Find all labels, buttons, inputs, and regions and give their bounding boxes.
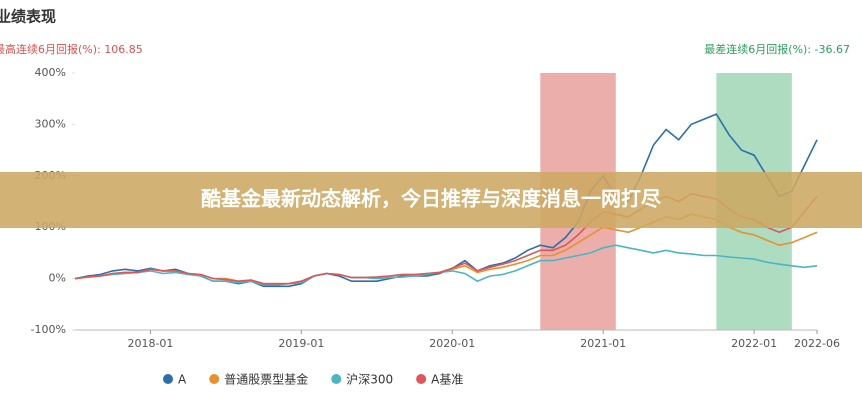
y-tick-label: 300%: [35, 117, 66, 130]
banner: [0, 172, 862, 228]
x-tick-label: 2019-01: [278, 337, 324, 350]
annotation: 最高连续6月回报(%): 106.85: [0, 42, 143, 56]
x-tick-label: 2021-01: [580, 337, 626, 350]
y-tick-label: 0%: [49, 272, 66, 285]
banner-text: 酷基金最新动态解析，今日推荐与深度消息一网打尽: [201, 187, 662, 211]
x-tick-label: 2020-01: [429, 337, 475, 350]
x-tick-label: 2022-06: [794, 337, 840, 350]
legend-label: 沪深300: [346, 373, 393, 387]
x-tick-label: 2018-01: [127, 337, 173, 350]
y-tick-label: 400%: [35, 66, 66, 79]
legend-label: A基准: [431, 373, 463, 387]
legend-marker: [331, 374, 342, 384]
legend-marker: [163, 374, 173, 384]
legend-marker: [416, 374, 427, 384]
line-series: [74, 244, 818, 286]
y-tick-label: -100%: [31, 323, 66, 336]
legend-label: A: [178, 373, 187, 387]
legend-label: 普通股票型基金: [224, 372, 308, 387]
annotation: 最差连续6月回报(%): -36.67: [704, 42, 850, 56]
chart-title: 业绩表现: [0, 8, 56, 26]
legend-marker: [209, 374, 220, 384]
x-tick-label: 2022-01: [731, 337, 777, 350]
